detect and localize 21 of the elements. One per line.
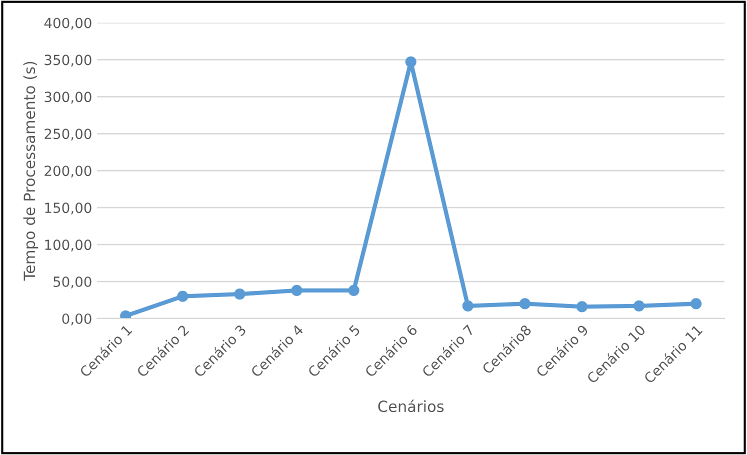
y-tick-label: 300,00 bbox=[44, 92, 92, 104]
y-tick-label: 350,00 bbox=[44, 54, 92, 67]
point bbox=[177, 290, 188, 302]
y-axis-title: Tempo de Processamento (s) bbox=[23, 62, 38, 281]
point bbox=[348, 284, 360, 296]
x-axis-title: Cenários bbox=[378, 400, 444, 412]
y-tick-label: 100,00 bbox=[45, 240, 92, 252]
point bbox=[462, 300, 474, 312]
point bbox=[519, 298, 530, 310]
y-tick-label: 200,00 bbox=[44, 166, 92, 178]
y-tick-label: 400,00 bbox=[44, 18, 92, 30]
point bbox=[633, 300, 645, 312]
point bbox=[405, 56, 416, 68]
point bbox=[576, 301, 588, 312]
y-tick-label: 150,00 bbox=[45, 202, 92, 214]
point bbox=[690, 298, 702, 310]
point bbox=[234, 288, 246, 300]
y-tick-label: 0,00 bbox=[62, 313, 92, 326]
y-tick-label: 50,00 bbox=[54, 276, 92, 288]
y-tick-label: 250,00 bbox=[44, 128, 92, 141]
point bbox=[291, 284, 302, 296]
